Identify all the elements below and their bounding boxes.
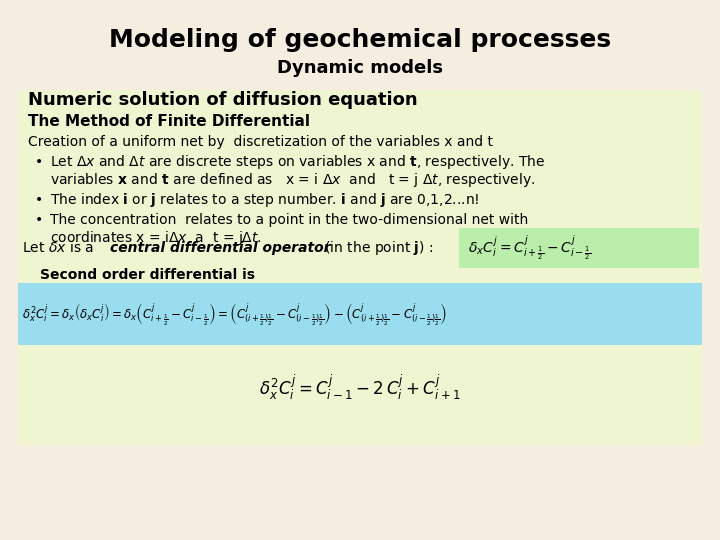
Text: Second order differential is: Second order differential is: [40, 268, 255, 282]
Text: coordinates x = i$\Delta x$  a  t = j$\Delta t$.: coordinates x = i$\Delta x$ a t = j$\Del…: [50, 229, 262, 247]
Text: variables $\mathbf{x}$ and $\mathbf{t}$ are defined as   x = i $\Delta x$  and  : variables $\mathbf{x}$ and $\mathbf{t}$ …: [50, 171, 536, 189]
Text: Numeric solution of diffusion equation: Numeric solution of diffusion equation: [28, 91, 418, 109]
Text: Dynamic models: Dynamic models: [277, 59, 443, 77]
Text: (in the point $\mathbf{j}$) :: (in the point $\mathbf{j}$) :: [320, 239, 433, 257]
Text: $\delta_x C_i^j = C_{i+\frac{1}{2}}^j - C_{i-\frac{1}{2}}^j$: $\delta_x C_i^j = C_{i+\frac{1}{2}}^j - …: [468, 233, 591, 262]
Text: Let $\delta x$ is a: Let $\delta x$ is a: [22, 240, 95, 255]
Text: Creation of a uniform net by  discretization of the variables x and t: Creation of a uniform net by discretizat…: [28, 135, 493, 149]
Text: The concentration  relates to a point in the two-dimensional net with: The concentration relates to a point in …: [50, 213, 528, 227]
Text: Modeling of geochemical processes: Modeling of geochemical processes: [109, 28, 611, 52]
FancyBboxPatch shape: [18, 90, 702, 445]
Text: $\delta_x^2 C_i^j = \delta_x \left(\delta_x C_i^j\right)= \delta_x \left(C_{i+\f: $\delta_x^2 C_i^j = \delta_x \left(\delt…: [22, 301, 447, 327]
Text: •: •: [35, 213, 43, 227]
Text: Let $\Delta x$ and $\Delta t$ are discrete steps on variables x and $\mathbf{t}$: Let $\Delta x$ and $\Delta t$ are discre…: [50, 153, 545, 171]
Text: The Method of Finite Differential: The Method of Finite Differential: [28, 114, 310, 130]
FancyBboxPatch shape: [18, 283, 702, 345]
FancyBboxPatch shape: [459, 228, 699, 268]
Text: central differential operator: central differential operator: [110, 241, 330, 255]
Text: $\delta_x^2 C_i^j = C_{i-1}^j - 2\,C_i^j + C_{i+1}^j$: $\delta_x^2 C_i^j = C_{i-1}^j - 2\,C_i^j…: [259, 374, 461, 402]
Text: •: •: [35, 193, 43, 207]
Text: The index $\mathbf{i}$ or $\mathbf{j}$ relates to a step number. $\mathbf{i}$ an: The index $\mathbf{i}$ or $\mathbf{j}$ r…: [50, 191, 480, 209]
Text: •: •: [35, 155, 43, 169]
